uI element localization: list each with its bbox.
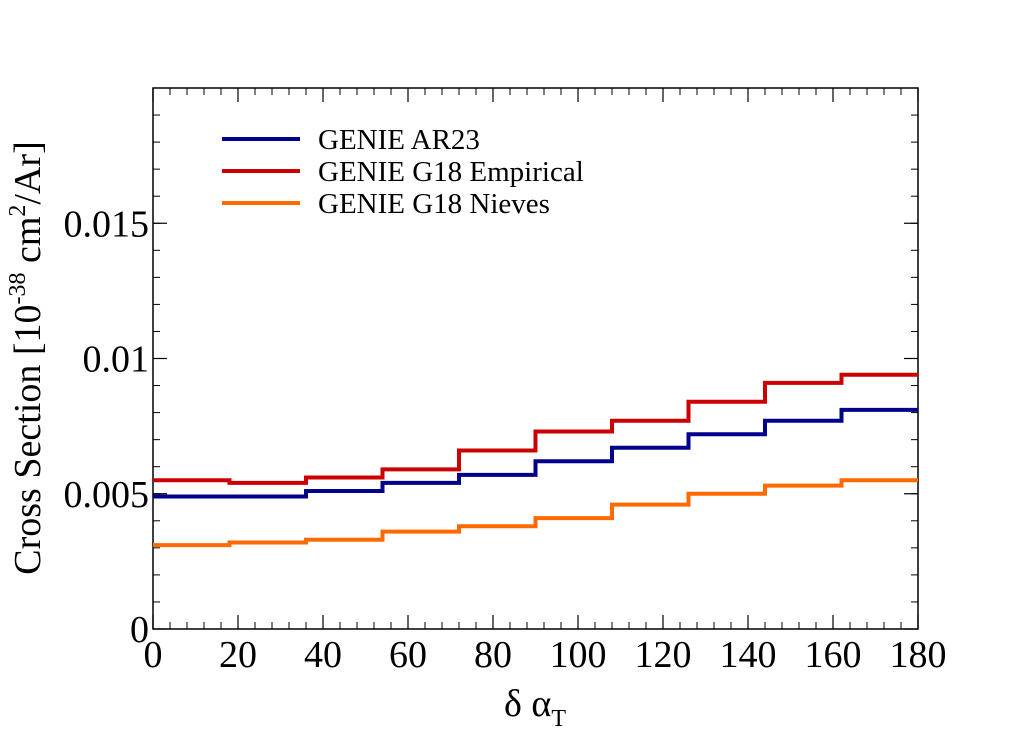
y-axis-title-exponent: -38 [5, 273, 31, 305]
x-axis-title-main: δ α [504, 683, 551, 725]
x-tick-label: 40 [304, 634, 342, 676]
x-axis-title-subscript: T [551, 706, 566, 732]
series-lines [153, 372, 918, 548]
y-tick-label: 0.01 [83, 339, 150, 381]
y-axis-title-suffix: /Ar] [7, 141, 49, 204]
x-tick-label: 180 [890, 634, 947, 676]
series-line-genie-ar23 [153, 407, 918, 499]
y-axis-title-prefix: Cross Section [10 [7, 305, 49, 575]
x-tick-label: 100 [550, 634, 607, 676]
x-tick-label: 60 [389, 634, 427, 676]
legend-label: GENIE G18 Empirical [318, 156, 584, 188]
y-axis-title-mid: cm [7, 217, 49, 273]
y-axis-title: Cross Section [10-38 cm2/Ar] [5, 141, 49, 574]
x-tick-label: 140 [720, 634, 777, 676]
y-tick-label: 0.015 [64, 203, 150, 245]
x-tick-label: 120 [635, 634, 692, 676]
axis-ticks: 0 20 40 60 80 100 120 140 160 180 0 0.005 0.01 0.015 [64, 88, 947, 676]
y-axis-title-exponent-2: 2 [5, 205, 31, 217]
legend-label: GENIE AR23 [318, 124, 480, 156]
series-line-genie-g18-nieves [153, 478, 918, 548]
y-tick-label: 0.005 [64, 474, 150, 516]
series-line-genie-g18-empirical [153, 372, 918, 485]
legend-label: GENIE G18 Nieves [318, 188, 550, 220]
x-tick-label: 80 [474, 634, 512, 676]
x-tick-label: 20 [219, 634, 257, 676]
x-tick-label: 160 [805, 634, 862, 676]
x-axis-title: δ αT [504, 683, 566, 732]
y-tick-label: 0 [130, 609, 149, 651]
x-tick-label: 0 [144, 634, 163, 676]
